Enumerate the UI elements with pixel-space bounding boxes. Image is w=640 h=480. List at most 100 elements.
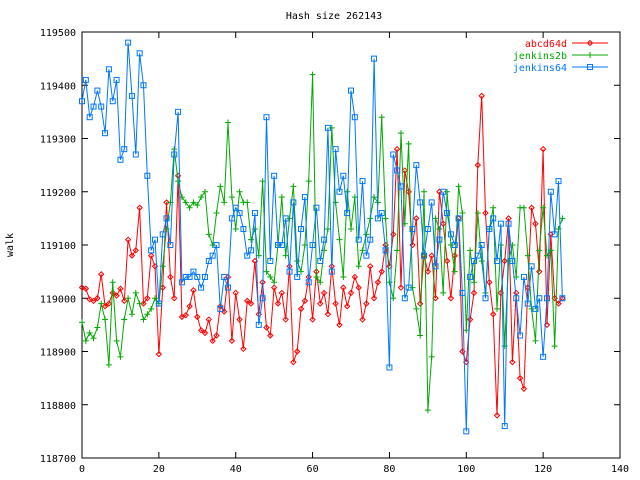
data-point [201,273,208,280]
data-point [359,247,366,254]
data-point [424,407,431,414]
data-point [348,87,354,94]
data-point [298,268,305,275]
y-tick-label: 119500 [40,28,76,39]
data-point [463,327,470,334]
data-point [282,252,289,259]
data-point [213,332,220,339]
data-point [390,295,397,302]
data-point [175,108,182,115]
data-point [109,289,116,297]
series-line [81,74,563,411]
data-point [228,337,236,345]
data-point [267,257,274,264]
data-point [444,188,451,195]
data-point [182,273,189,280]
data-point [186,273,193,280]
data-point [417,332,424,339]
data-point [470,279,477,286]
data-point [148,305,155,312]
data-point [451,242,458,248]
data-point [474,252,481,259]
data-point [532,337,539,344]
data-point [144,172,151,179]
data-point [455,183,462,190]
data-point [148,247,155,254]
data-point [317,279,324,286]
data-point [167,273,174,281]
data-point [466,316,474,323]
data-point [171,151,178,158]
data-point [298,226,305,233]
data-point [86,114,93,121]
data-point [547,188,554,195]
data-point [528,204,535,211]
data-point [244,297,251,305]
data-point [524,252,531,259]
data-point [301,194,308,201]
data-point [244,199,251,206]
data-point [113,292,120,299]
data-point [209,242,216,248]
data-point [209,337,216,345]
data-point [455,215,462,222]
data-point [278,242,285,248]
data-point [240,345,247,353]
data-point [509,257,516,264]
data-point [82,285,90,292]
data-point [413,162,420,169]
data-point [559,215,566,222]
data-point [124,236,132,243]
data-point [94,295,101,302]
data-point [152,295,159,302]
data-point [494,257,501,264]
data-point [309,71,316,78]
data-point [417,199,424,206]
data-point [543,295,550,302]
data-point [324,311,332,318]
x-tick-label: 60 [307,464,319,475]
legend-marker [587,52,593,58]
data-point [117,353,124,360]
data-point [359,178,366,185]
data-point [117,285,124,292]
legend-label: jenkins64 [513,63,567,74]
data-point [140,82,147,89]
data-point [520,204,527,211]
data-point [520,385,528,392]
data-point [102,130,109,137]
data-point [163,199,170,206]
data-point [474,210,481,217]
data-point [286,215,293,222]
data-point [274,242,281,248]
data-point [489,311,497,318]
data-point [421,188,428,195]
data-point [332,300,339,307]
data-point [271,279,278,286]
data-point [478,242,485,248]
data-point [140,300,147,307]
data-point [125,295,132,302]
data-point [201,188,208,195]
data-point [236,210,243,217]
data-point [516,374,524,382]
data-point [474,161,482,169]
data-point [409,241,416,249]
data-point [320,289,328,297]
x-tick-label: 140 [611,464,629,475]
data-point [90,297,97,305]
data-point [540,204,547,211]
data-point [451,268,458,275]
data-point [317,257,324,264]
data-point [313,204,320,211]
data-point [259,178,266,185]
data-point [470,257,477,264]
data-point [478,257,485,264]
data-point [551,231,558,238]
data-point [409,226,416,233]
data-point [113,337,120,344]
data-point [328,124,335,131]
data-point [421,252,428,259]
data-point [163,215,170,222]
data-point [240,226,247,233]
